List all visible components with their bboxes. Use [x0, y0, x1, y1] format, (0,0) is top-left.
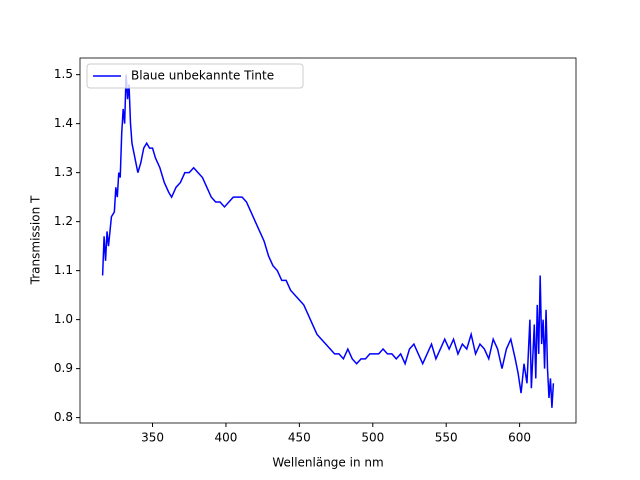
x-tick-label: 400	[214, 431, 237, 445]
data-line	[101, 74, 555, 408]
y-tick-label: 1.1	[54, 263, 73, 277]
y-tick-label: 1.0	[54, 312, 73, 326]
y-tick-label: 1.2	[54, 214, 73, 228]
y-tick-label: 1.3	[54, 165, 73, 179]
y-tick-label: 1.5	[54, 67, 73, 81]
y-tick-label: 0.8	[54, 410, 73, 424]
y-axis-label: Transmission T	[29, 195, 43, 285]
legend-box	[86, 63, 304, 89]
y-tick-label: 0.9	[54, 361, 73, 375]
x-tick-label: 350	[141, 431, 164, 445]
y-tick-label: 1.4	[54, 116, 73, 130]
x-tick-label: 500	[361, 431, 384, 445]
legend-label: Blaue unbekannte Tinte	[131, 69, 274, 83]
plot-frame	[79, 57, 577, 424]
x-axis-label: Wellenlänge in nm	[272, 456, 383, 470]
x-tick-label: 550	[435, 431, 458, 445]
x-tick-label: 450	[288, 431, 311, 445]
x-tick-label: 600	[508, 431, 531, 445]
